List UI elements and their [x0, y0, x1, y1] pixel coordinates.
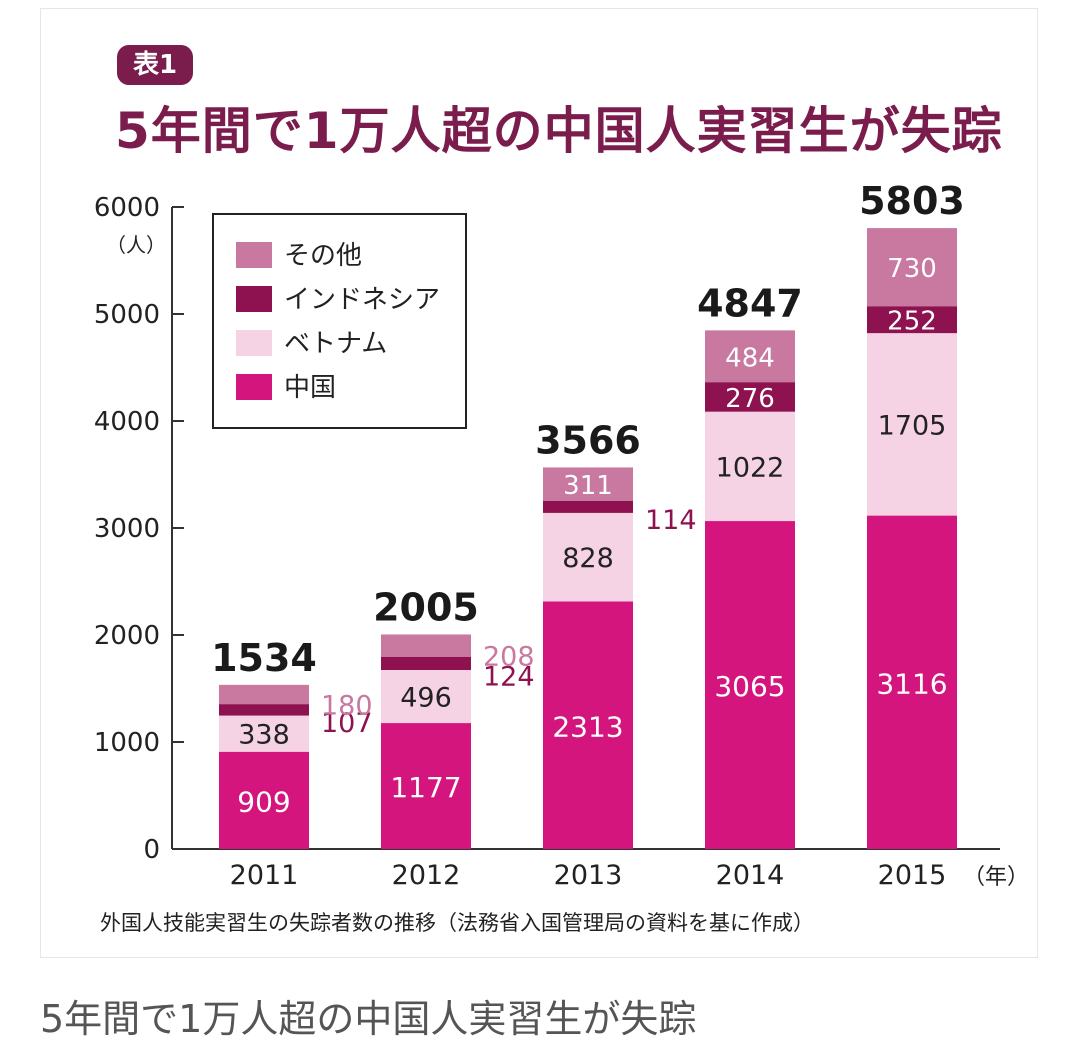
bar-segment-2014-中国	[705, 521, 795, 849]
value-label-2011-ベトナム: 338	[238, 720, 290, 751]
value-label-2014-ベトナム: 1022	[716, 452, 785, 483]
value-label-2011-中国: 909	[237, 785, 290, 818]
x-axis-unit-label: （年）	[963, 865, 1029, 890]
y-tick-label: 2000	[94, 621, 160, 651]
x-tick-label: 2013	[554, 860, 623, 891]
total-label-2011: 1534	[211, 636, 317, 680]
value-label-2015-インドネシア: 252	[887, 307, 937, 337]
value-label-2014-その他: 484	[725, 343, 775, 373]
bar-segment-2012-ベトナム	[381, 669, 471, 724]
value-label-2013-その他: 311	[563, 471, 613, 501]
y-tick-label: 3000	[94, 514, 160, 544]
value-label-2013-ベトナム: 828	[562, 543, 614, 574]
bar-segment-2013-ベトナム	[543, 512, 633, 602]
legend-swatch	[236, 242, 272, 268]
bar-segment-2013-インドネシア	[543, 500, 633, 513]
y-axis-unit-label: （人）	[106, 233, 166, 257]
y-tick-label: 4000	[94, 407, 160, 437]
figure-caption: 5年間で1万人超の中国人実習生が失踪	[40, 997, 697, 1041]
value-label-2014-中国: 3065	[714, 670, 785, 703]
value-label-2013-中国: 2313	[552, 710, 623, 743]
x-tick-label: 2011	[230, 860, 299, 891]
bar-segment-2015-インドネシア	[867, 306, 957, 334]
bar-segment-2014-ベトナム	[705, 411, 795, 522]
y-tick-label: 0	[143, 835, 160, 865]
y-tick-label: 5000	[94, 300, 160, 330]
bar-segment-2012-中国	[381, 723, 471, 849]
bar-segment-2015-ベトナム	[867, 333, 957, 516]
value-label-2012-インドネシア: 124	[483, 661, 535, 692]
legend-label: ベトナム	[284, 329, 387, 359]
value-label-2013-インドネシア: 114	[645, 505, 697, 536]
legend-swatch	[236, 330, 272, 356]
value-label-2011-インドネシア: 107	[321, 708, 373, 739]
bar-segment-2013-その他	[543, 467, 633, 501]
bar-segment-2012-インドネシア	[381, 656, 471, 670]
bar-segment-2011-インドネシア	[219, 704, 309, 716]
value-label-2015-その他: 730	[887, 254, 937, 284]
bars	[219, 228, 957, 849]
bar-segment-2015-中国	[867, 515, 957, 849]
value-label-2014-インドネシア: 276	[725, 384, 775, 414]
value-label-2012-その他: 208	[483, 642, 535, 673]
y-tick-label: 6000	[94, 193, 160, 223]
stacked-bar-chart: 0 1000 2000 3000 4000 5000 6000 （人） 2011 2012 2013…	[94, 179, 1029, 935]
bar-segment-2014-その他	[705, 330, 795, 383]
source-note: 外国人技能実習生の失踪者数の推移（法務省入国管理局の資料を基に作成）	[100, 911, 814, 935]
bar-segment-2014-インドネシア	[705, 382, 795, 412]
x-tick-label: 2012	[392, 860, 461, 891]
value-label-2012-中国: 1177	[390, 771, 461, 804]
axes: 0 1000 2000 3000 4000 5000 6000 （人） 2011 2012 2013…	[94, 193, 1029, 935]
bar-segment-2011-ベトナム	[219, 715, 309, 752]
legend-swatch	[236, 286, 272, 312]
legend-swatch	[236, 374, 272, 400]
legend-label: 中国	[284, 373, 336, 403]
value-label-2015-ベトナム: 1705	[878, 410, 947, 441]
x-tick-label: 2015	[878, 860, 947, 891]
bar-segment-2011-中国	[219, 751, 309, 849]
table-badge: 表1	[117, 45, 194, 85]
bar-segment-2015-その他	[867, 228, 957, 307]
value-label-2012-ベトナム: 496	[400, 683, 452, 714]
legend-label: その他	[284, 241, 362, 271]
bar-segment-2011-その他	[219, 684, 309, 705]
bar-segment-2013-中国	[543, 601, 633, 849]
value-label-2015-中国: 3116	[876, 667, 947, 700]
x-tick-label: 2014	[716, 860, 785, 891]
total-label-2013: 3566	[535, 418, 641, 462]
chart-headline: 5年間で1万人超の中国人実習生が失踪	[115, 102, 1003, 160]
value-label-2011-その他: 180	[321, 690, 373, 721]
total-label-2012: 2005	[373, 585, 479, 629]
total-label-2014: 4847	[697, 281, 803, 325]
legend-label: インドネシア	[284, 285, 440, 315]
bar-segment-2012-その他	[381, 634, 471, 657]
y-tick-label: 1000	[94, 728, 160, 758]
total-label-2015: 5803	[859, 179, 965, 223]
